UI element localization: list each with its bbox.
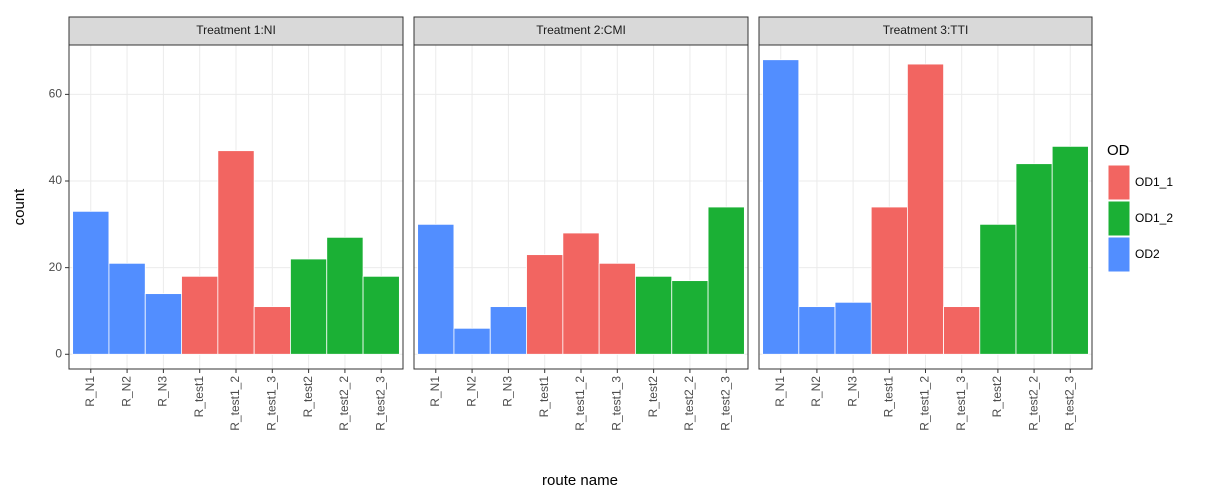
x-tick-label: R_N2 xyxy=(464,376,478,407)
bar xyxy=(598,262,636,355)
x-tick-label: R_test1_2 xyxy=(918,376,932,431)
x-axis-title: route name xyxy=(542,472,618,489)
bar xyxy=(253,306,291,355)
y-axis-title: count xyxy=(11,188,28,226)
x-tick-label: R_test1_2 xyxy=(228,376,242,431)
x-tick-label: R_N3 xyxy=(501,376,515,407)
bar xyxy=(943,306,981,355)
x-tick-label: R_test1 xyxy=(537,376,551,418)
x-tick-label: R_test1 xyxy=(192,376,206,418)
x-tick-label: R_N3 xyxy=(845,376,859,407)
legend-label: OD1_2 xyxy=(1135,211,1173,225)
bar xyxy=(907,63,944,355)
x-tick-label: R_N1 xyxy=(83,376,97,407)
panel-border xyxy=(758,44,1093,370)
y-tick-label: 20 xyxy=(49,260,63,274)
x-tick-label: R_test2 xyxy=(990,376,1004,418)
x-tick-label: R_test2 xyxy=(301,376,315,418)
bar xyxy=(108,262,146,355)
bar xyxy=(217,150,255,355)
x-tick-label: R_N3 xyxy=(156,376,170,407)
x-tick-label: R_test2_3 xyxy=(1062,376,1076,431)
bar xyxy=(870,206,908,355)
bar xyxy=(526,254,564,355)
legend-title: OD xyxy=(1107,142,1130,159)
x-tick-label: R_test1 xyxy=(881,376,895,418)
x-tick-label: R_N2 xyxy=(809,376,823,407)
bar xyxy=(834,301,872,355)
x-tick-label: R_test2_2 xyxy=(682,376,696,431)
bar xyxy=(144,293,182,355)
y-tick-label: 40 xyxy=(49,173,63,187)
bar xyxy=(453,327,491,355)
legend-key xyxy=(1107,164,1131,201)
bar xyxy=(326,236,364,355)
panel-border xyxy=(413,44,749,370)
x-tick-label: R_N2 xyxy=(119,376,133,407)
strip xyxy=(413,16,749,46)
bar xyxy=(362,275,400,355)
x-tick-label: R_test1_3 xyxy=(264,376,278,431)
bar xyxy=(290,258,328,355)
legend-key xyxy=(1107,200,1131,237)
x-tick-label: R_test2_2 xyxy=(337,376,351,431)
bar xyxy=(798,306,836,355)
legend-key xyxy=(1107,236,1131,273)
bar xyxy=(562,232,600,355)
x-tick-label: R_test1_2 xyxy=(573,376,587,431)
bar xyxy=(979,223,1017,355)
panel-border xyxy=(68,44,404,370)
y-tick-label: 60 xyxy=(49,87,63,101)
bar xyxy=(1051,145,1089,355)
x-tick-label: R_test2_2 xyxy=(1026,376,1040,431)
bar xyxy=(1015,163,1053,355)
bar xyxy=(635,275,673,355)
facet-title: Treatment 2:CMI xyxy=(536,23,626,37)
strip xyxy=(758,16,1093,46)
x-tick-label: R_test2_3 xyxy=(373,376,387,431)
bar xyxy=(417,223,455,355)
bar xyxy=(671,280,709,355)
y-tick-label: 0 xyxy=(55,346,62,360)
bar xyxy=(489,306,527,355)
legend-label: OD1_1 xyxy=(1135,175,1173,189)
facet-title: Treatment 3:TTI xyxy=(883,23,969,37)
x-tick-label: R_test2 xyxy=(646,376,660,418)
legend-label: OD2 xyxy=(1135,247,1160,261)
bar xyxy=(181,275,219,355)
facet-title: Treatment 1:NI xyxy=(196,23,276,37)
x-tick-label: R_test1_3 xyxy=(609,376,623,431)
bar xyxy=(707,206,745,355)
bar xyxy=(72,210,110,355)
x-tick-label: R_N1 xyxy=(428,376,442,407)
x-tick-label: R_test2_3 xyxy=(718,376,732,431)
x-tick-label: R_test1_3 xyxy=(954,376,968,431)
x-tick-label: R_N1 xyxy=(773,376,787,407)
bar xyxy=(762,59,800,355)
strip xyxy=(68,16,404,46)
